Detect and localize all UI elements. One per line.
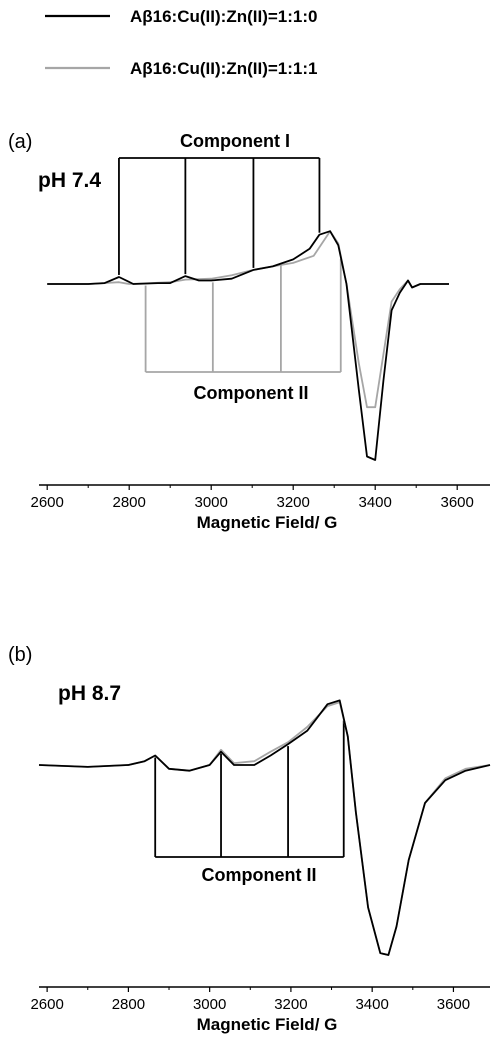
x-tick-label: 3000	[195, 494, 228, 511]
x-axis-title-b: Magnetic Field/ G	[197, 1015, 338, 1034]
legend-label-gray: Aβ16:Cu(II):Zn(II)=1:1:1	[130, 59, 317, 78]
component-label-b: Component II	[202, 865, 317, 885]
series-line-gray	[47, 230, 449, 409]
hyperfine-markers-b	[154, 720, 345, 858]
spectra-a	[47, 230, 449, 461]
x-tick-label: 2800	[112, 996, 145, 1013]
hyperfine-markers-a	[118, 157, 342, 373]
x-tick-label: 2800	[113, 494, 146, 511]
x-tick-label: 2600	[30, 996, 63, 1013]
condition-label-a: pH 7.4	[38, 169, 101, 192]
panel-label-a: (a)	[8, 131, 32, 153]
x-tick-label: 3600	[441, 494, 474, 511]
x-tick-label: 3200	[277, 494, 310, 511]
series-line-black	[47, 230, 449, 461]
x-axis-a: 2600 2800 3000 3200 3400 3600	[31, 484, 490, 511]
component-label-a2: Component II	[194, 383, 309, 403]
component-label-a1: Component I	[180, 131, 290, 151]
panel-label-b: (b)	[8, 644, 32, 666]
panel-a: (a) pH 7.4 Component I Component II 2600…	[8, 131, 490, 532]
legend: Aβ16:Cu(II):Zn(II)=1:1:0 Aβ16:Cu(II):Zn(…	[45, 7, 317, 78]
legend-label-black: Aβ16:Cu(II):Zn(II)=1:1:0	[130, 7, 317, 26]
x-axis-b: 2600 2800 3000 3200 3400 3600	[30, 986, 490, 1013]
x-tick-label: 3000	[193, 996, 226, 1013]
series-line-gray	[38, 701, 491, 956]
x-tick-label: 3400	[359, 494, 392, 511]
x-tick-label: 2600	[31, 494, 64, 511]
x-tick-label: 3600	[437, 996, 470, 1013]
series-line-black	[38, 699, 491, 956]
spectra-b	[38, 699, 491, 956]
x-tick-label: 3200	[274, 996, 307, 1013]
condition-label-b: pH 8.7	[58, 682, 121, 705]
x-axis-title-a: Magnetic Field/ G	[197, 513, 338, 532]
panel-b: (b) pH 8.7 Component II 2600 2800 3000 3200…	[8, 644, 491, 1034]
x-tick-label: 3400	[355, 996, 388, 1013]
